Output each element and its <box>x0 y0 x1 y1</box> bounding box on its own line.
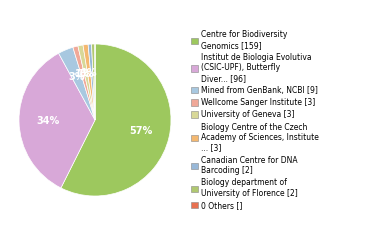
Text: 1%: 1% <box>81 68 97 78</box>
Text: 1%: 1% <box>74 69 91 79</box>
Wedge shape <box>92 44 95 120</box>
Text: 57%: 57% <box>129 126 152 136</box>
Wedge shape <box>78 45 95 120</box>
Wedge shape <box>83 44 95 120</box>
Wedge shape <box>73 46 95 120</box>
Legend: Centre for Biodiversity
Genomics [159], Institut de Biologia Evolutiva
(CSIC-UPF: Centre for Biodiversity Genomics [159], … <box>190 30 319 210</box>
Wedge shape <box>19 53 95 188</box>
Text: 3%: 3% <box>68 72 85 82</box>
Text: 34%: 34% <box>36 116 60 126</box>
Wedge shape <box>88 44 95 120</box>
Wedge shape <box>59 47 95 120</box>
Text: 1%: 1% <box>78 69 94 79</box>
Wedge shape <box>61 44 171 196</box>
